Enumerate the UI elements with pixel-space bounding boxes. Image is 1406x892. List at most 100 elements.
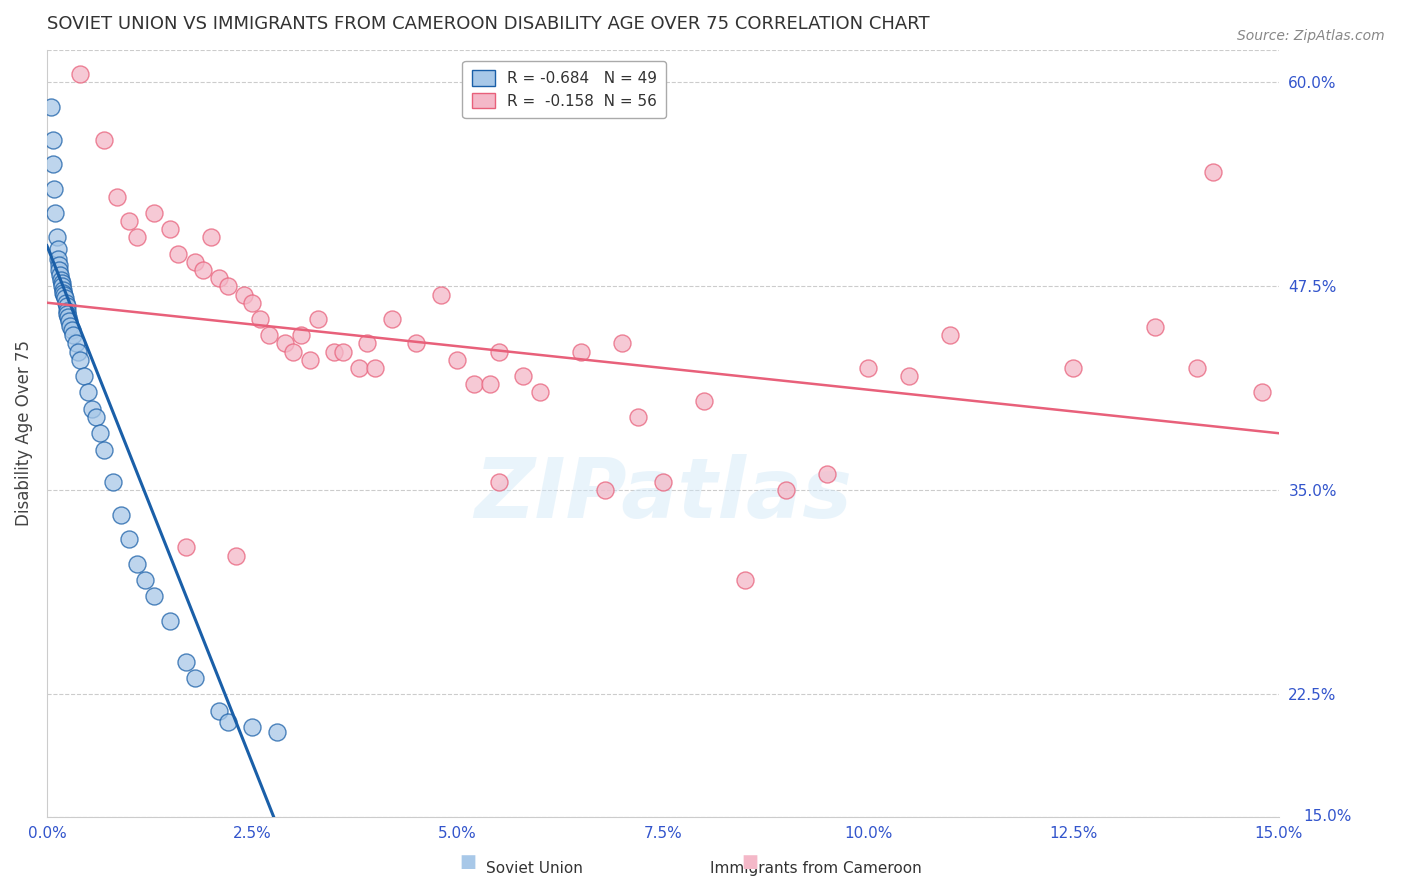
Point [53,291,76,305]
Point [651,475,673,490]
Point [183,255,205,269]
Point [51,276,73,290]
Point [134,573,156,587]
Point [446,352,468,367]
Point [45,230,67,244]
Point [73,369,96,384]
Point [176,655,198,669]
Point [569,344,592,359]
Point [1185,361,1208,376]
Point [1062,361,1084,376]
Point [80,401,103,416]
Point [183,671,205,685]
Point [39,100,62,114]
Point [512,369,534,384]
Point [529,385,551,400]
Point [298,352,321,367]
Point [734,573,756,587]
Point [856,361,879,376]
Point [290,328,312,343]
Point [44,206,66,220]
Text: ■: ■ [460,854,477,871]
Text: SOVIET UNION VS IMMIGRANTS FROM CAMEROON DISABILITY AGE OVER 75 CORRELATION CHAR: SOVIET UNION VS IMMIGRANTS FROM CAMEROON… [46,15,929,33]
Point [208,271,231,285]
Point [356,336,378,351]
Point [67,344,90,359]
Text: 15.0%: 15.0% [1303,809,1351,824]
Point [332,344,354,359]
Point [53,287,76,301]
Point [56,303,79,318]
Point [283,344,305,359]
Point [58,310,80,325]
Point [41,132,63,146]
Point [249,312,271,326]
Point [939,328,962,343]
Text: Source: ZipAtlas.com: Source: ZipAtlas.com [1237,29,1385,43]
Text: ■: ■ [741,854,758,871]
Point [118,214,141,228]
Point [200,230,222,244]
Text: ZIPatlas: ZIPatlas [474,454,852,535]
Point [693,393,716,408]
Point [167,246,190,260]
Point [240,720,263,734]
Point [51,279,73,293]
Point [240,295,263,310]
Point [142,590,165,604]
Point [49,268,72,282]
Point [69,352,91,367]
Point [627,409,650,424]
Point [430,287,453,301]
Point [105,189,128,203]
Point [323,344,346,359]
Text: Soviet Union: Soviet Union [486,861,582,876]
Point [1251,385,1274,400]
Point [233,287,256,301]
Point [208,704,231,718]
Point [775,483,797,498]
Point [898,369,921,384]
Point [58,313,80,327]
Point [49,273,72,287]
Point [479,377,502,392]
Point [48,258,70,272]
Point [42,157,65,171]
Point [225,549,247,563]
Point [815,467,838,481]
Point [266,724,288,739]
Point [93,132,115,146]
Point [48,263,70,277]
Point [364,361,387,376]
Point [488,344,510,359]
Point [1202,165,1225,179]
Point [62,328,84,343]
Point [159,614,181,628]
Point [595,483,617,498]
Point [405,336,427,351]
Point [48,252,70,266]
Point [110,508,132,522]
Point [127,557,149,571]
Point [191,263,214,277]
Point [159,222,181,236]
Point [93,442,115,457]
Point [44,181,66,195]
Y-axis label: Disability Age Over 75: Disability Age Over 75 [15,340,32,526]
Point [55,299,77,313]
Point [463,377,485,392]
Text: Immigrants from Cameroon: Immigrants from Cameroon [710,861,921,876]
Point [217,279,239,293]
Point [217,714,239,729]
Point [127,230,149,244]
Point [488,475,510,490]
Point [56,307,79,321]
Point [274,336,297,351]
Point [77,385,100,400]
Point [60,323,83,337]
Point [610,336,633,351]
Point [52,283,75,297]
Point [307,312,329,326]
Point [55,295,77,310]
Point [52,285,75,300]
